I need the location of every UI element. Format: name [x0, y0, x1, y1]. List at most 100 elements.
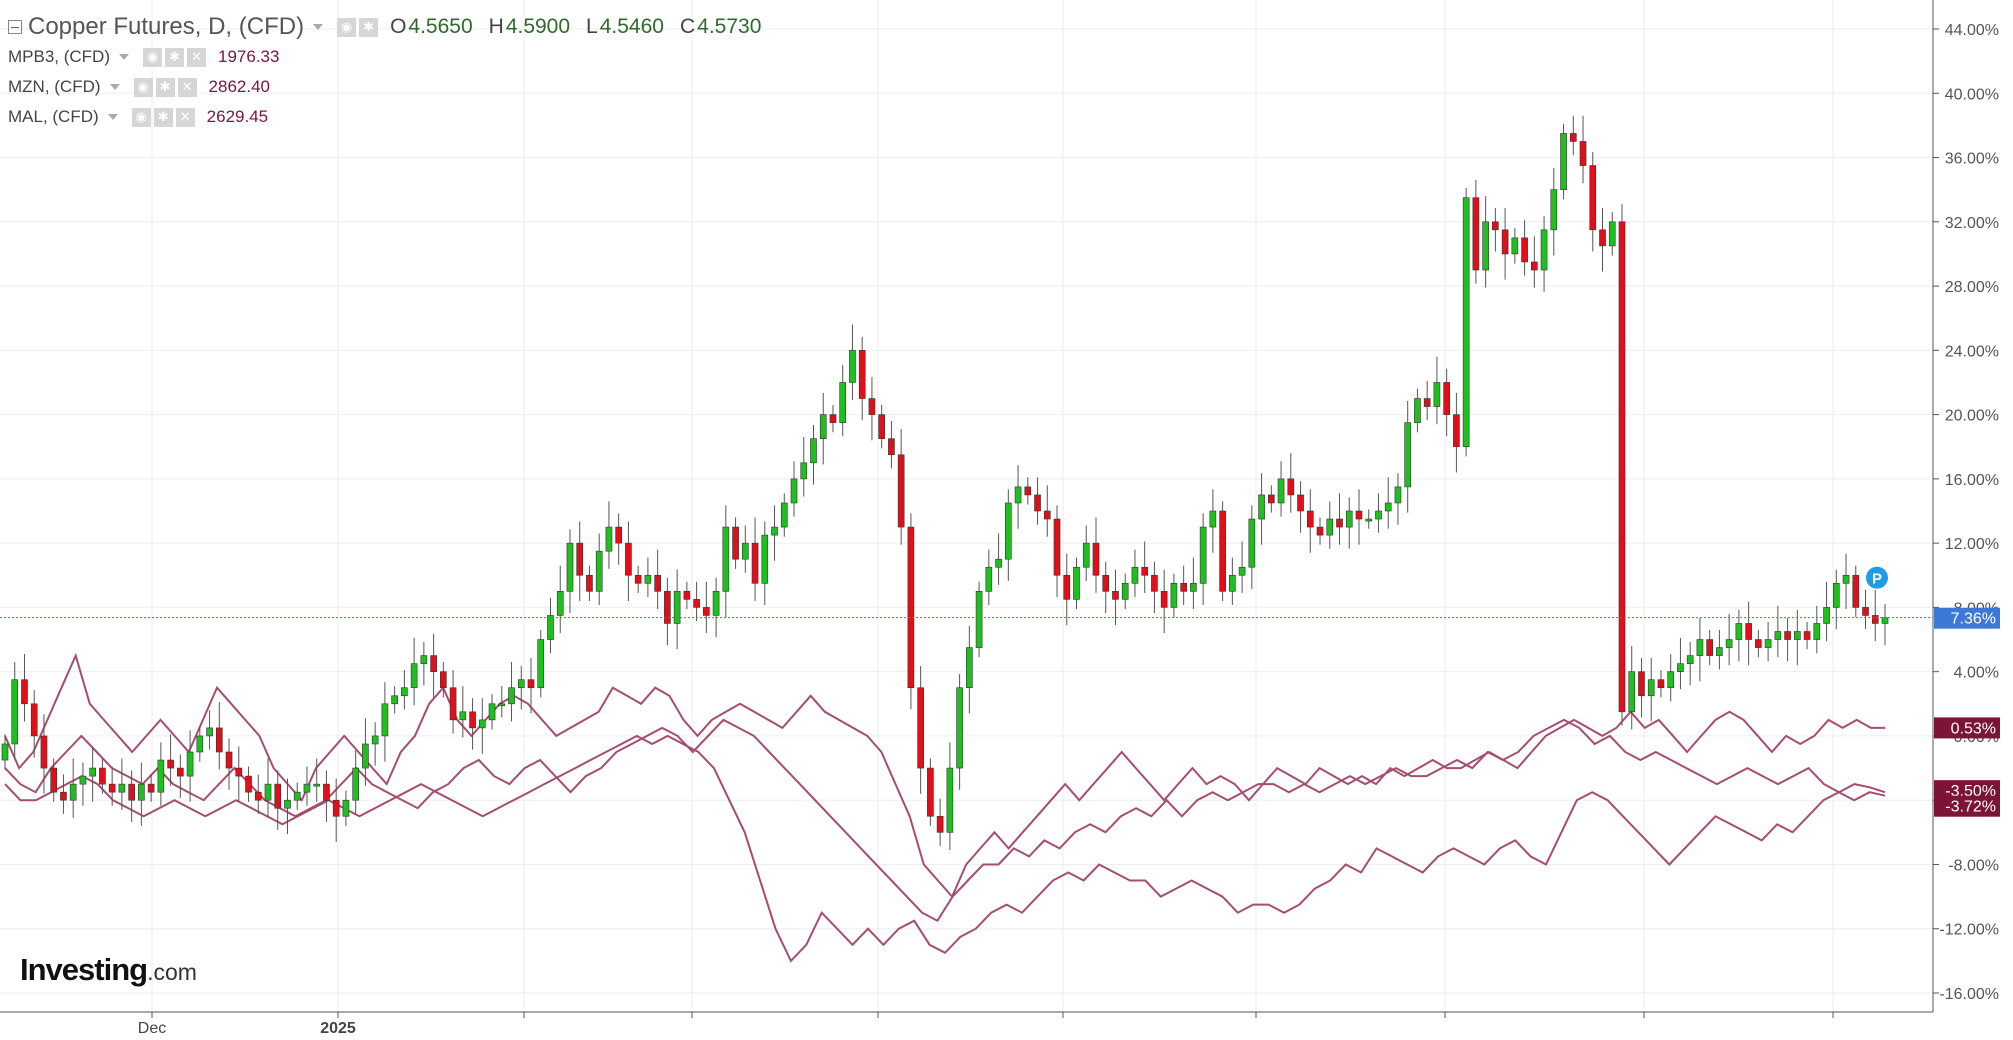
- candle-body: [293, 791, 301, 801]
- candle-body: [625, 542, 632, 576]
- candle-body: [615, 526, 622, 544]
- candle-body: [1034, 494, 1041, 512]
- y-tick-label: -12.00%: [1939, 922, 1999, 939]
- candle-body: [966, 647, 973, 689]
- candle-body: [30, 703, 38, 737]
- candle-body: [215, 727, 223, 753]
- candle-body: [79, 775, 87, 785]
- y-tick-label: 12.00%: [1945, 536, 1999, 553]
- candle-body: [1862, 607, 1869, 616]
- candle-body: [508, 687, 515, 705]
- candle-body: [440, 671, 447, 689]
- candle-body: [430, 655, 437, 672]
- candle-body: [1092, 542, 1100, 576]
- candle-body: [586, 574, 593, 592]
- candle-body: [1355, 510, 1363, 520]
- close-icon[interactable]: ✕: [175, 107, 195, 127]
- candle-body: [1784, 631, 1791, 640]
- candle-body: [99, 767, 106, 785]
- series-value: 1976.33: [218, 47, 280, 66]
- candle-body: [177, 767, 184, 777]
- gear-icon[interactable]: ✱: [359, 17, 379, 37]
- close-icon[interactable]: ✕: [187, 47, 206, 67]
- candle-body: [1306, 510, 1314, 528]
- collapse-legend-icon[interactable]: [8, 20, 22, 34]
- compare-line-mpb3: [4, 652, 1885, 899]
- x-axis-ticks: Dec 2025: [138, 1012, 1834, 1037]
- chevron-down-icon[interactable]: [109, 84, 120, 90]
- x-tick-label: 2025: [320, 1020, 356, 1037]
- candle-body: [1832, 582, 1840, 608]
- candle-body: [167, 759, 174, 769]
- candle-body: [527, 679, 535, 689]
- gear-icon[interactable]: ✱: [153, 107, 173, 127]
- chevron-down-icon[interactable]: [107, 114, 118, 120]
- candle-body: [1433, 382, 1441, 407]
- candle-body: [410, 663, 418, 689]
- last-value-badge: [1934, 717, 2000, 739]
- candle-body: [1326, 518, 1334, 536]
- candle-body: [1618, 221, 1626, 713]
- candle-body: [1550, 189, 1558, 231]
- candle-body: [1219, 510, 1226, 592]
- gridlines: [0, 0, 1933, 1012]
- candle-body: [780, 502, 788, 528]
- candle-body: [634, 574, 642, 584]
- candle-body: [1881, 617, 1889, 624]
- close-value: C4.5730: [679, 15, 762, 38]
- candle-body: [605, 526, 613, 552]
- candle-body: [556, 591, 564, 616]
- gear-icon[interactable]: ✱: [165, 47, 184, 67]
- visibility-icon[interactable]: ◉: [143, 47, 162, 67]
- candle-body: [1492, 221, 1499, 231]
- candle-body: [1365, 518, 1373, 522]
- candle-body: [1501, 229, 1509, 255]
- candle-body: [1472, 197, 1480, 271]
- gear-icon[interactable]: ✱: [155, 77, 175, 97]
- candle-body: [1608, 221, 1616, 247]
- chevron-down-icon[interactable]: [313, 24, 324, 30]
- visibility-icon[interactable]: ◉: [337, 17, 357, 37]
- candle-body: [342, 799, 350, 817]
- visibility-icon[interactable]: ◉: [131, 107, 151, 127]
- candle-body: [1813, 623, 1821, 640]
- open-value: O4.5650: [390, 15, 473, 38]
- candle-body: [907, 526, 915, 689]
- main-series-legend: Copper Futures, D, (CFD) ◉ ✱ O4.5650 H4.…: [8, 12, 777, 42]
- marker-p[interactable]: P: [1866, 566, 1888, 589]
- candle-body: [459, 711, 467, 721]
- candle-body: [196, 735, 204, 753]
- candle-body: [810, 438, 817, 464]
- candle-body: [1404, 422, 1412, 488]
- candle-body: [1063, 574, 1071, 600]
- y-tick-label: 36.00%: [1945, 151, 1999, 168]
- candle-body: [1638, 671, 1645, 697]
- candle-body: [40, 735, 48, 769]
- candle-body: [50, 767, 58, 793]
- candle-body: [1375, 510, 1382, 520]
- candle-body: [488, 703, 496, 721]
- candle-body: [1852, 574, 1860, 608]
- compare-line-mal: [4, 734, 1886, 963]
- candle-body: [1004, 502, 1012, 560]
- candle-body: [498, 703, 506, 707]
- candle-body: [576, 542, 584, 576]
- visibility-icon[interactable]: ◉: [133, 77, 153, 97]
- candle-body: [1151, 574, 1158, 592]
- y-tick-label: 44.00%: [1945, 22, 1999, 39]
- candle-body: [839, 382, 847, 423]
- candle-body: [1014, 486, 1022, 504]
- candle-body: [722, 526, 730, 592]
- candle-body: [741, 542, 749, 560]
- close-icon[interactable]: ✕: [177, 77, 197, 97]
- price-axis-panel: [1933, 0, 2013, 1040]
- candle-body: [1540, 229, 1548, 271]
- candle-body: [849, 350, 856, 383]
- chevron-down-icon[interactable]: [119, 54, 129, 60]
- candle-body: [1531, 261, 1538, 271]
- candle-body: [284, 799, 291, 809]
- candle-body: [420, 655, 428, 664]
- candle-body: [1657, 679, 1665, 689]
- candle-body: [1803, 631, 1811, 640]
